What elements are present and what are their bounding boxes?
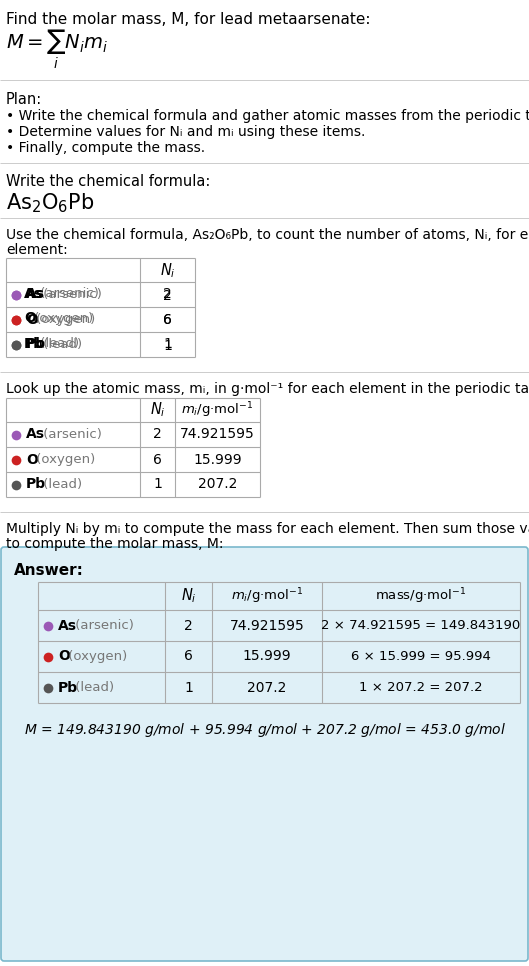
- FancyBboxPatch shape: [1, 547, 528, 961]
- Text: 6: 6: [184, 649, 193, 664]
- Text: 74.921595: 74.921595: [180, 428, 255, 441]
- Text: O: O: [58, 649, 70, 664]
- Text: $N_i$: $N_i$: [180, 586, 196, 606]
- Text: O: O: [24, 311, 36, 326]
- Text: O: O: [26, 452, 38, 467]
- Text: 74.921595: 74.921595: [230, 618, 304, 633]
- Text: Plan:: Plan:: [6, 92, 42, 107]
- Text: 1: 1: [153, 477, 162, 492]
- Text: (oxygen): (oxygen): [32, 313, 96, 326]
- Text: Multiply Nᵢ by mᵢ to compute the mass for each element. Then sum those values: Multiply Nᵢ by mᵢ to compute the mass fo…: [6, 522, 529, 536]
- Text: Pb: Pb: [26, 477, 46, 492]
- Text: As: As: [26, 288, 45, 301]
- Text: 207.2: 207.2: [248, 680, 287, 695]
- Text: $m_i$/g·mol$^{-1}$: $m_i$/g·mol$^{-1}$: [181, 400, 254, 420]
- Text: 6: 6: [163, 314, 172, 327]
- Text: $N_i$: $N_i$: [150, 401, 166, 419]
- Text: 15.999: 15.999: [243, 649, 291, 664]
- Text: 1: 1: [163, 337, 172, 352]
- Text: element:: element:: [6, 243, 68, 257]
- Text: $m_i$/g·mol$^{-1}$: $m_i$/g·mol$^{-1}$: [231, 586, 303, 606]
- Text: 6: 6: [153, 452, 162, 467]
- Text: (arsenic): (arsenic): [39, 428, 102, 441]
- Text: (oxygen): (oxygen): [30, 312, 94, 325]
- Text: Look up the atomic mass, mᵢ, in g·mol⁻¹ for each element in the periodic table:: Look up the atomic mass, mᵢ, in g·mol⁻¹ …: [6, 382, 529, 396]
- Text: (lead): (lead): [39, 478, 82, 491]
- Text: mass/g·mol$^{-1}$: mass/g·mol$^{-1}$: [375, 586, 467, 606]
- Text: (arsenic): (arsenic): [37, 287, 99, 300]
- Text: 207.2: 207.2: [198, 477, 237, 492]
- Text: 2 × 74.921595 = 149.843190: 2 × 74.921595 = 149.843190: [322, 619, 521, 632]
- Text: 6: 6: [163, 312, 172, 327]
- Text: 2: 2: [184, 618, 193, 633]
- Text: 15.999: 15.999: [193, 452, 242, 467]
- Text: 2: 2: [163, 289, 172, 302]
- Text: Use the chemical formula, As₂O₆Pb, to count the number of atoms, Nᵢ, for each: Use the chemical formula, As₂O₆Pb, to co…: [6, 228, 529, 242]
- Text: As$_2$O$_6$Pb: As$_2$O$_6$Pb: [6, 191, 95, 214]
- Text: 1: 1: [184, 680, 193, 695]
- Text: Answer:: Answer:: [14, 563, 84, 578]
- Text: • Finally, compute the mass.: • Finally, compute the mass.: [6, 141, 205, 155]
- Text: Pb: Pb: [58, 680, 78, 695]
- Text: (arsenic): (arsenic): [71, 619, 134, 632]
- Text: (lead): (lead): [37, 337, 79, 350]
- Text: 2: 2: [153, 428, 162, 441]
- Text: (lead): (lead): [39, 338, 82, 351]
- Text: (arsenic): (arsenic): [39, 288, 102, 301]
- Text: 2: 2: [163, 288, 172, 301]
- Text: $N_i$: $N_i$: [160, 262, 176, 280]
- Text: $M = \sum_i N_i m_i$: $M = \sum_i N_i m_i$: [6, 28, 108, 71]
- Text: 1: 1: [163, 338, 172, 353]
- Text: Write the chemical formula:: Write the chemical formula:: [6, 174, 211, 189]
- Text: Find the molar mass, M, for lead metaarsenate:: Find the molar mass, M, for lead metaars…: [6, 12, 370, 27]
- Text: (lead): (lead): [71, 681, 114, 694]
- Text: Pb: Pb: [24, 336, 44, 351]
- Text: As: As: [24, 287, 43, 300]
- Text: As: As: [58, 618, 77, 633]
- Text: Pb: Pb: [26, 337, 46, 352]
- Text: (oxygen): (oxygen): [32, 453, 96, 466]
- Text: to compute the molar mass, M:: to compute the molar mass, M:: [6, 537, 223, 551]
- Text: (oxygen): (oxygen): [65, 650, 127, 663]
- Text: • Determine values for Nᵢ and mᵢ using these items.: • Determine values for Nᵢ and mᵢ using t…: [6, 125, 366, 139]
- Text: $M$ = 149.843190 g/mol + 95.994 g/mol + 207.2 g/mol = 453.0 g/mol: $M$ = 149.843190 g/mol + 95.994 g/mol + …: [23, 721, 506, 739]
- Text: 1 × 207.2 = 207.2: 1 × 207.2 = 207.2: [359, 681, 483, 694]
- Text: As: As: [26, 428, 45, 441]
- Text: O: O: [26, 312, 38, 327]
- Text: 6 × 15.999 = 95.994: 6 × 15.999 = 95.994: [351, 650, 491, 663]
- Text: • Write the chemical formula and gather atomic masses from the periodic table.: • Write the chemical formula and gather …: [6, 109, 529, 123]
